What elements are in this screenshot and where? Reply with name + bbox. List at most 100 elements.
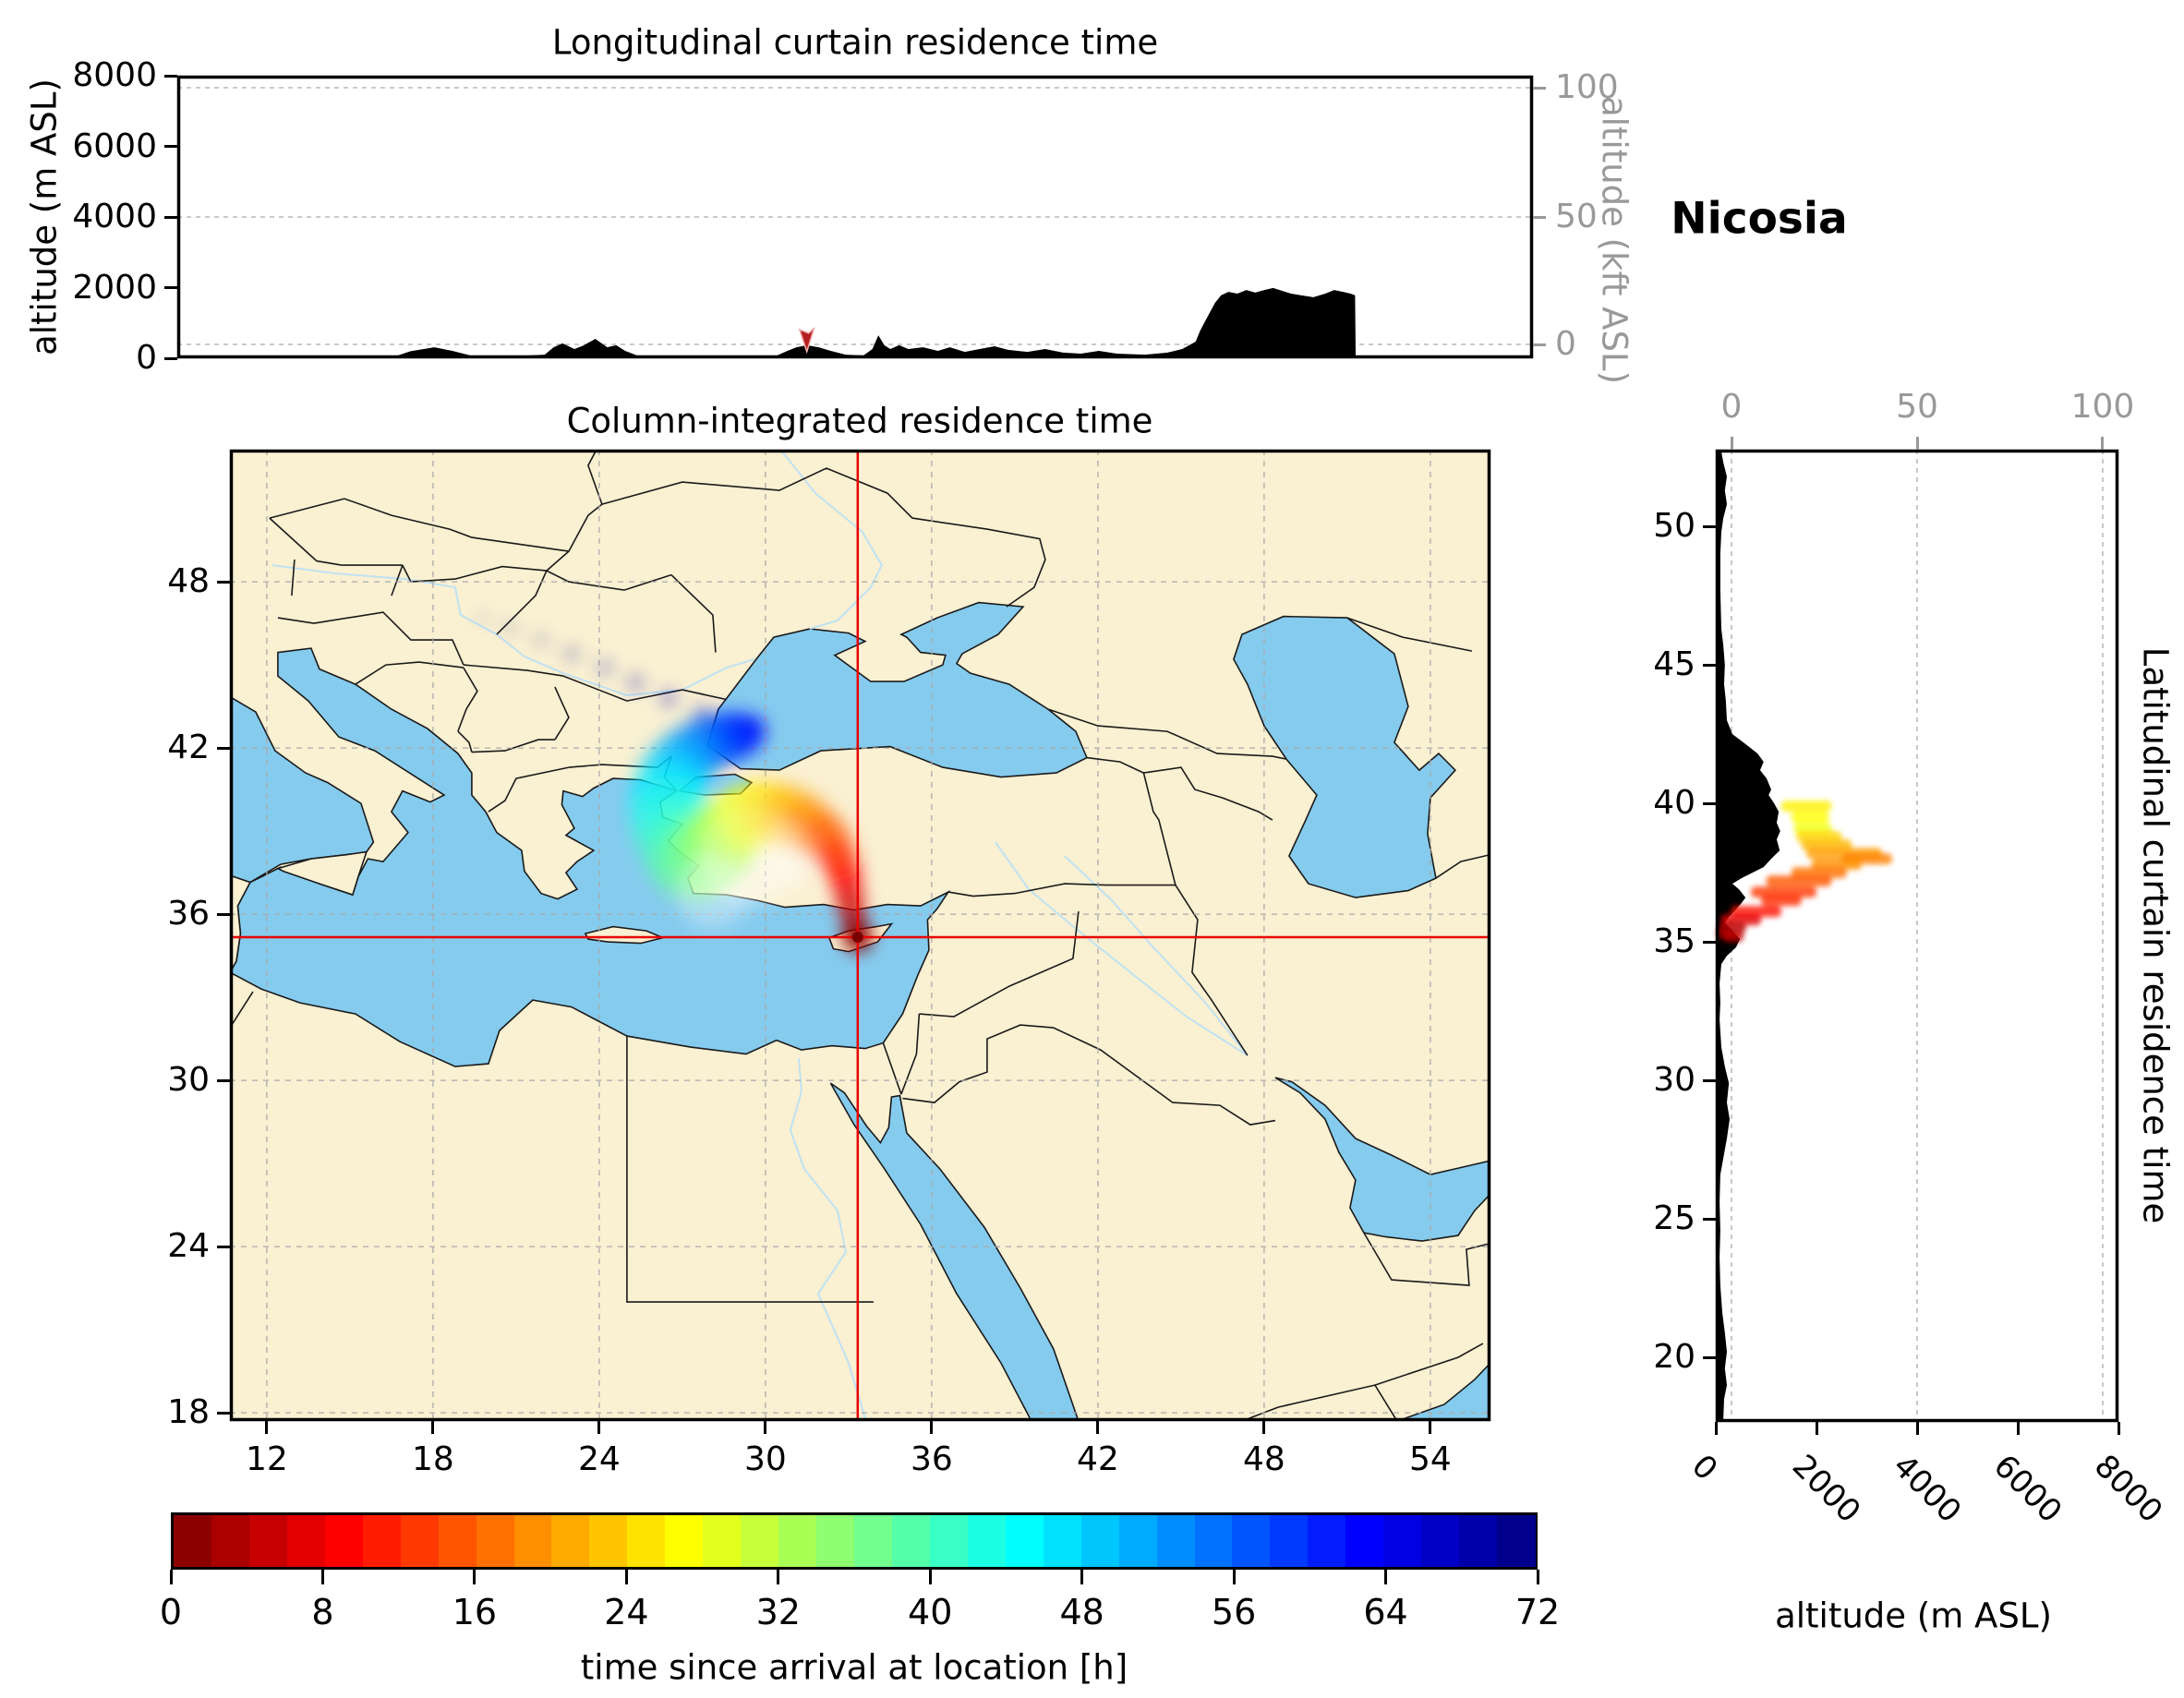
right-panel-ytick-lat: 50 [1653, 507, 1695, 546]
colorbar-segment [1043, 1515, 1083, 1567]
curtain-bar [1791, 867, 1847, 879]
colorbar-segment [1194, 1515, 1234, 1567]
right-panel-xtick-m: 8000 [2086, 1447, 2170, 1531]
tick-mark [2016, 1422, 2020, 1435]
tick-mark [1703, 1355, 1716, 1359]
tick-mark [164, 286, 177, 289]
top-panel-ytick-kft: 50 [1555, 198, 1598, 235]
right-panel-xtick-m: 6000 [1985, 1447, 2069, 1531]
colorbar-segment [476, 1515, 515, 1567]
tick-mark [1703, 524, 1716, 528]
tick-mark [217, 1411, 230, 1415]
colorbar-segment [703, 1515, 742, 1567]
colorbar-segment [1156, 1515, 1196, 1567]
tick-mark [1703, 940, 1716, 944]
tick-mark [1533, 86, 1546, 90]
country-border [1241, 1384, 1398, 1421]
tick-mark [1384, 1570, 1388, 1584]
map-panel [229, 449, 1491, 1422]
plume-blob [627, 675, 643, 691]
right-panel-ytick-lat: 40 [1653, 784, 1695, 823]
colorbar-tick: 48 [1059, 1592, 1104, 1632]
map-title: Column-integrated residence time [566, 401, 1153, 441]
map-ytick-lat: 24 [167, 1227, 210, 1266]
colorbar-segment [1459, 1515, 1499, 1567]
tick-mark [473, 1570, 477, 1584]
tick-mark [777, 1570, 780, 1584]
country-border [546, 570, 672, 591]
map-frame [229, 449, 1491, 1422]
curtain-bar [1801, 839, 1852, 851]
colorbar-tick: 64 [1363, 1592, 1408, 1632]
country-border [1374, 1343, 1484, 1386]
curtain-bar [1796, 831, 1842, 843]
country-border [391, 564, 404, 596]
colorbar-segment [286, 1515, 327, 1567]
colorbar-segment [816, 1515, 856, 1567]
colorbar-segment [324, 1515, 365, 1567]
map-ytick-lat: 30 [167, 1061, 210, 1100]
tick-mark [928, 1570, 932, 1584]
right-panel-top-tick: 50 [1896, 388, 1938, 426]
top-panel-ytick-m: 0 [136, 339, 157, 377]
colorbar-segment [1270, 1515, 1309, 1567]
country-border [1130, 1420, 1242, 1421]
colorbar [171, 1512, 1538, 1570]
map-ytick-lat: 48 [167, 562, 210, 601]
colorbar-segment [589, 1515, 629, 1567]
country-border [670, 574, 717, 653]
island-tunisia_capbon [230, 874, 252, 974]
colorbar-segment [1421, 1515, 1461, 1567]
map-xtick-lon: 12 [245, 1440, 288, 1478]
curtain-bar [1793, 823, 1832, 835]
colorbar-segment [929, 1515, 970, 1567]
tick-mark [1536, 1570, 1539, 1584]
map-xtick-lon: 42 [1076, 1440, 1119, 1478]
tick-mark [764, 1421, 767, 1434]
river [781, 451, 884, 631]
latitudinal-curtain-panel [1715, 449, 2119, 1423]
residence-time-plume [477, 613, 873, 952]
tick-mark [1232, 1570, 1236, 1584]
sea-persian_gulf [1274, 1077, 1490, 1242]
longitudinal-terrain-profile [177, 287, 1533, 358]
river [271, 564, 755, 697]
curtain-bar [1766, 875, 1832, 887]
country-border [355, 661, 464, 685]
colorbar-tick: 8 [311, 1592, 334, 1632]
plume-blob [477, 613, 488, 623]
country-border [457, 730, 473, 753]
colorbar-tick: 32 [755, 1592, 801, 1632]
receptor-point [851, 932, 863, 943]
colorbar-segment [1080, 1515, 1121, 1567]
country-border [277, 617, 315, 624]
sea-black_sea [706, 601, 1088, 778]
tick-mark [1703, 1217, 1716, 1221]
map-ytick-lat: 42 [167, 729, 210, 767]
curtain-bar [1751, 886, 1816, 898]
tick-mark [217, 746, 230, 750]
top-panel-ytick-kft: 100 [1555, 68, 1619, 106]
tick-mark [164, 74, 177, 78]
colorbar-segment [438, 1515, 478, 1567]
country-border [919, 911, 1080, 1018]
colorbar-segment [1497, 1515, 1537, 1567]
country-border [488, 766, 570, 813]
tick-mark [431, 1421, 435, 1434]
country-border [626, 1036, 874, 1303]
tick-mark [1429, 1421, 1432, 1434]
tick-mark [1703, 1078, 1716, 1082]
country-border [313, 611, 465, 666]
country-border [269, 498, 345, 519]
tick-mark [164, 215, 177, 219]
plume-blob [504, 621, 516, 633]
country-border [402, 564, 547, 583]
tick-mark [1533, 215, 1546, 219]
tick-mark [1096, 1421, 1100, 1434]
top-panel-ytick-m: 6000 [72, 126, 157, 165]
tick-mark [164, 145, 177, 148]
top-panel-ytick-kft: 0 [1555, 325, 1576, 363]
country-border [291, 560, 296, 596]
tick-mark [2101, 437, 2105, 450]
